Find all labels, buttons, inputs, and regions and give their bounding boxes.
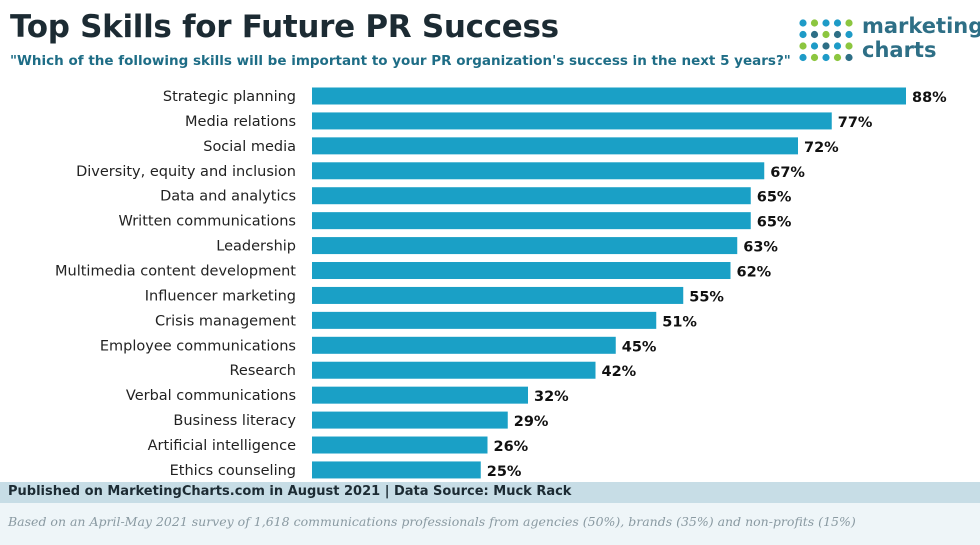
category-label: Ethics counseling	[170, 463, 296, 479]
category-label: Written communications	[119, 214, 296, 230]
value-label: 42%	[602, 364, 637, 380]
category-label: Artificial intelligence	[148, 438, 296, 454]
value-label: 72%	[804, 140, 839, 156]
logo-line-1: marketing	[862, 14, 980, 38]
bar	[312, 336, 616, 354]
logo-dot	[833, 30, 842, 39]
logo-dot	[810, 30, 819, 39]
logo-wordmark: marketing charts	[862, 14, 980, 62]
bar	[312, 87, 906, 105]
bar	[312, 411, 508, 429]
logo-dots-icon	[799, 19, 853, 62]
value-label: 65%	[757, 190, 792, 206]
logo-dot	[810, 19, 819, 27]
source-footer: Published on MarketingCharts.com in Augu…	[0, 482, 980, 503]
logo-dot	[799, 53, 807, 62]
logo-dot	[822, 42, 830, 50]
logo-line-2: charts	[862, 38, 937, 62]
category-label: Multimedia content development	[55, 264, 296, 280]
survey-note-footer: Based on an April-May 2021 survey of 1,6…	[0, 503, 980, 545]
logo-dot	[810, 53, 819, 62]
logo-dot	[833, 19, 842, 27]
bar	[312, 361, 596, 379]
logo-dot	[845, 53, 853, 62]
value-label: 67%	[770, 165, 805, 181]
logo-dot	[845, 19, 853, 27]
bar	[312, 137, 798, 155]
logo-dot	[833, 42, 842, 50]
value-label: 29%	[514, 414, 549, 430]
category-label: Strategic planning	[163, 89, 296, 105]
bar-chart: Strategic planning 88% Media relations 77% S…	[55, 87, 947, 480]
value-label: 88%	[912, 90, 947, 106]
category-label: Media relations	[185, 114, 296, 130]
category-label: Diversity, equity and inclusion	[76, 164, 296, 180]
value-label: 65%	[757, 215, 792, 231]
survey-note-text: Based on an April-May 2021 survey of 1,6…	[8, 514, 856, 529]
bar	[312, 386, 528, 404]
chart-subtitle: "Which of the following skills will be i…	[10, 53, 791, 69]
marketingcharts-logo[interactable]: marketing charts	[798, 14, 980, 66]
bar	[312, 162, 765, 180]
category-label: Crisis management	[155, 313, 296, 329]
logo-dot	[799, 42, 807, 50]
category-label: Leadership	[216, 239, 296, 255]
bar	[312, 187, 751, 205]
bar	[312, 262, 731, 280]
value-label: 63%	[743, 240, 778, 256]
bar	[312, 461, 481, 479]
logo-dot	[845, 30, 853, 39]
value-label: 26%	[494, 439, 529, 455]
value-label: 32%	[534, 389, 569, 405]
bar	[312, 311, 657, 329]
category-label: Data and analytics	[160, 189, 296, 205]
logo-dot	[822, 30, 830, 39]
logo-dot	[845, 42, 853, 50]
category-label: Business literacy	[173, 413, 296, 429]
bar	[312, 212, 751, 230]
category-label: Verbal communications	[126, 388, 296, 404]
category-label: Social media	[203, 139, 296, 155]
logo-dot	[822, 53, 830, 62]
chart-title: Top Skills for Future PR Success	[10, 9, 559, 45]
value-label: 45%	[622, 339, 657, 355]
category-label: Influencer marketing	[145, 288, 296, 304]
logo-dot	[799, 19, 807, 27]
bar	[312, 112, 832, 130]
value-label: 51%	[662, 314, 697, 330]
value-label: 55%	[689, 289, 724, 305]
logo-dot	[799, 30, 807, 39]
value-label: 62%	[737, 265, 772, 281]
bar	[312, 436, 488, 454]
value-label: 25%	[487, 464, 522, 480]
logo-dot	[833, 53, 842, 62]
category-label: Employee communications	[100, 338, 296, 354]
source-text: Published on MarketingCharts.com in Augu…	[8, 484, 572, 499]
value-label: 77%	[838, 115, 873, 131]
logo-dot	[810, 42, 819, 50]
category-label: Research	[229, 363, 296, 379]
bar	[312, 237, 738, 255]
logo-dot	[822, 19, 830, 27]
bar	[312, 286, 684, 304]
